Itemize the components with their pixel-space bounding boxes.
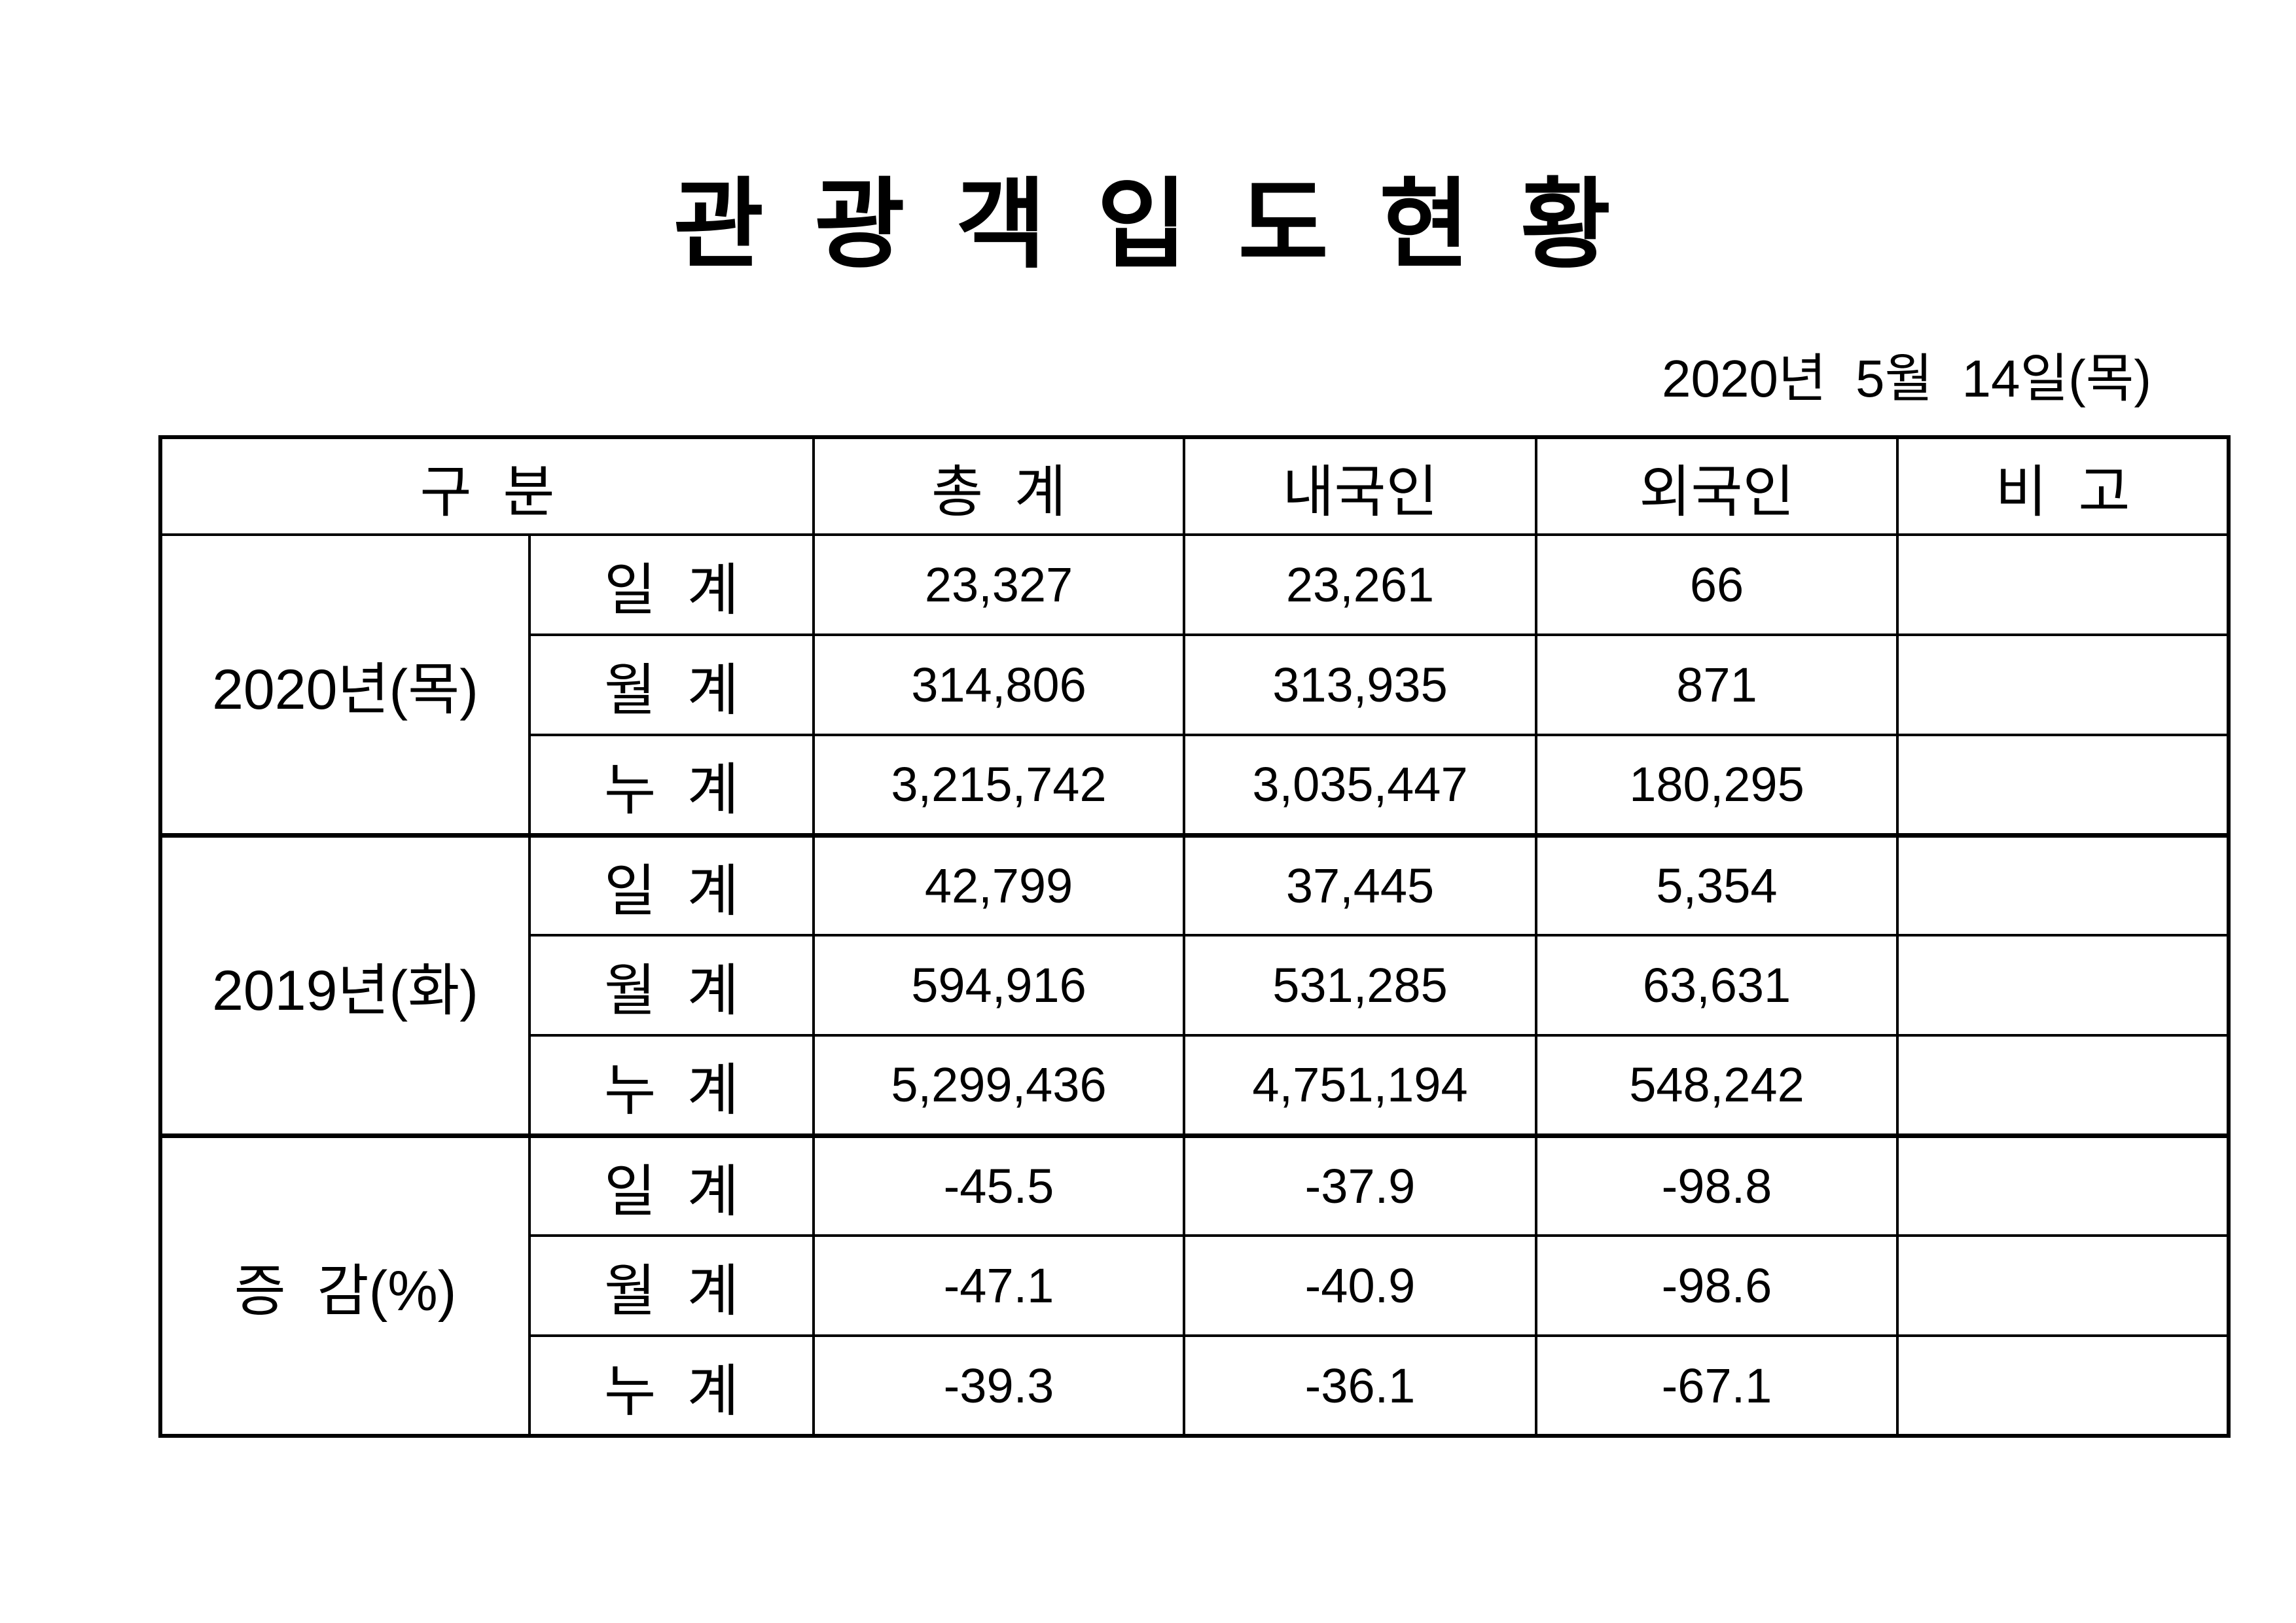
row-label: 누 계: [528, 734, 815, 836]
table-row: 월 계 -47.1 -40.9 -98.6: [160, 1234, 2230, 1337]
table-row: 월 계 314,806 313,935 871: [160, 633, 2230, 736]
row-label: 월 계: [528, 633, 815, 736]
table-body: 2020년(목) 일 계 23,327 23,261 66 월 계 314,806 313,9…: [159, 533, 2230, 1437]
cell-foreign: 63,631: [1535, 934, 1899, 1037]
cell-total: -45.5: [812, 1133, 1185, 1237]
header-total: 총 계: [812, 436, 1185, 536]
table-header: 구 분 총 계 내국인 외국인 비 고: [159, 436, 2230, 536]
group-label: 2019년(화): [159, 832, 531, 1137]
row-label: 월 계: [528, 1234, 815, 1337]
cell-remarks: [1896, 934, 2230, 1037]
cell-remarks: [1896, 1133, 2230, 1237]
table-row: 2019년(화) 일 계 42,799 37,445 5,354: [159, 832, 2230, 1137]
cell-domestic: -36.1: [1183, 1334, 1537, 1437]
cell-domestic: -40.9: [1183, 1234, 1537, 1337]
cell-total: 42,799: [812, 832, 1185, 936]
page-title: 관 광 객 입 도 현 황: [673, 169, 1623, 279]
cell-remarks: [1896, 1234, 2230, 1337]
table-row: 누 계 -39.3 -36.1 -67.1: [160, 1334, 2230, 1437]
row-label: 누 계: [528, 1034, 815, 1137]
row-label: 월 계: [528, 934, 815, 1037]
cell-total: 23,327: [812, 533, 1185, 636]
tourist-arrivals-table: 구 분 총 계 내국인 외국인 비 고 2020년(목) 일 계 23,327 23,…: [158, 435, 2231, 1438]
cell-total: 3,215,742: [812, 734, 1185, 836]
cell-foreign: 66: [1535, 533, 1899, 636]
cell-foreign: 180,295: [1535, 734, 1899, 836]
row-label: 일 계: [528, 832, 815, 936]
cell-foreign: 871: [1535, 633, 1899, 736]
header-foreign: 외국인: [1535, 436, 1899, 536]
table-row: 누 계 5,299,436 4,751,194 548,242: [160, 1034, 2230, 1137]
report-date: 2020년 5월 14일(목): [1661, 349, 2151, 408]
cell-foreign: 5,354: [1535, 832, 1899, 936]
table-row: 2020년(목) 일 계 23,327 23,261 66: [159, 533, 2230, 836]
cell-foreign: -67.1: [1535, 1334, 1899, 1437]
cell-remarks: [1896, 1334, 2230, 1437]
cell-foreign: 548,242: [1535, 1034, 1899, 1137]
group-label: 2020년(목): [159, 533, 531, 836]
cell-remarks: [1896, 734, 2230, 836]
cell-remarks: [1896, 533, 2230, 636]
cell-total: 5,299,436: [812, 1034, 1185, 1137]
row-label: 누 계: [528, 1334, 815, 1437]
cell-domestic: 4,751,194: [1183, 1034, 1537, 1137]
header-remarks: 비 고: [1896, 436, 2230, 536]
cell-domestic: 313,935: [1183, 633, 1537, 736]
cell-domestic: 531,285: [1183, 934, 1537, 1037]
row-label: 일 계: [528, 1133, 815, 1237]
cell-domestic: 23,261: [1183, 533, 1537, 636]
table-row: 월 계 594,916 531,285 63,631: [160, 934, 2230, 1037]
cell-remarks: [1896, 1034, 2230, 1137]
cell-domestic: -37.9: [1183, 1133, 1537, 1237]
cell-foreign: -98.8: [1535, 1133, 1899, 1237]
header-row: 구 분 총 계 내국인 외국인 비 고: [159, 436, 2230, 536]
row-label: 일 계: [528, 533, 815, 636]
table-row: 증 감(%) 일 계 -45.5 -37.9 -98.8: [159, 1133, 2230, 1437]
cell-total: 314,806: [812, 633, 1185, 736]
cell-remarks: [1896, 633, 2230, 736]
group-label: 증 감(%): [159, 1133, 531, 1437]
cell-total: 594,916: [812, 934, 1185, 1037]
cell-total: -39.3: [812, 1334, 1185, 1437]
header-category: 구 분: [159, 436, 815, 536]
cell-remarks: [1896, 832, 2230, 936]
cell-total: -47.1: [812, 1234, 1185, 1337]
header-domestic: 내국인: [1183, 436, 1537, 536]
table-row: 누 계 3,215,742 3,035,447 180,295: [160, 734, 2230, 836]
cell-domestic: 37,445: [1183, 832, 1537, 936]
cell-foreign: -98.6: [1535, 1234, 1899, 1337]
cell-domestic: 3,035,447: [1183, 734, 1537, 836]
